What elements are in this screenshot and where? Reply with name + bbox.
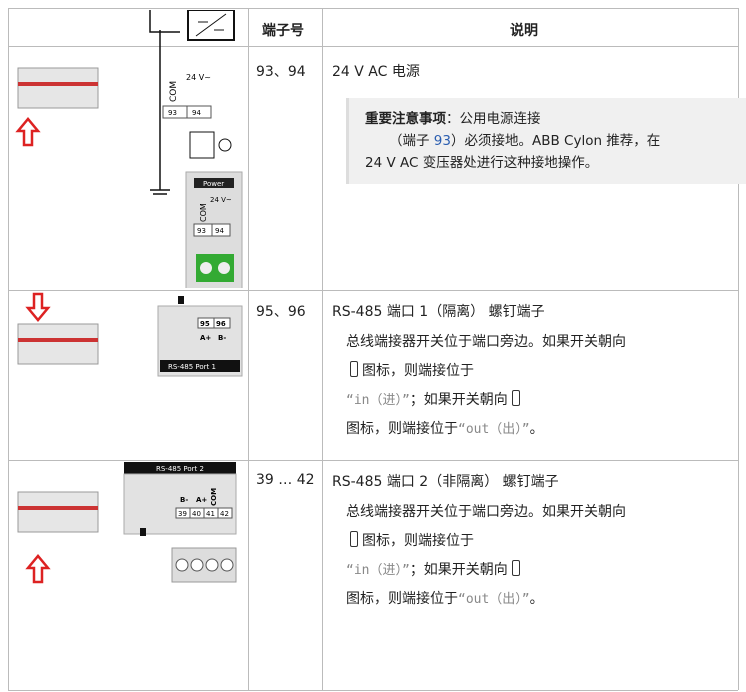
code: “in（进）” bbox=[346, 393, 410, 408]
diagram: COM 24 V~ 93 94 Power COM 24 V~ 93 94 bbox=[15, 10, 243, 288]
diagram-label: B- bbox=[218, 334, 226, 342]
icon bbox=[511, 390, 520, 406]
diagram-label: COM bbox=[210, 488, 218, 506]
rule bbox=[8, 8, 9, 690]
icon bbox=[350, 361, 358, 377]
diagram-label: 94 bbox=[192, 109, 201, 117]
diagram-label: 24 V~ bbox=[210, 196, 232, 204]
terminal: 95、96 bbox=[256, 304, 306, 320]
diagram-label: COM bbox=[199, 203, 208, 222]
diagram: 95 96 A+ B- RS-485 Port 1 bbox=[17, 292, 243, 377]
rule bbox=[8, 460, 738, 461]
note-text: 24 V AC 变压器处进行这种接地操作。 bbox=[365, 155, 599, 171]
icon bbox=[350, 531, 358, 547]
diagram-label: 40 bbox=[192, 510, 201, 518]
note-text: ）必须接地。ABB Cylon 推荐，在 bbox=[450, 133, 661, 149]
text: 总线端接器开关位于端口旁边。如果开关朝向 bbox=[346, 334, 626, 350]
code: “in（进）” bbox=[346, 563, 410, 578]
text: 。 bbox=[529, 591, 544, 607]
header-cell: 端子号 bbox=[262, 23, 304, 39]
diagram-label: RS-485 Port 2 bbox=[156, 465, 204, 473]
row-title: 24 V AC 电源 bbox=[332, 64, 420, 80]
text: 总线端接器开关位于端口旁边。如果开关朝向 bbox=[346, 504, 626, 520]
rule bbox=[8, 690, 738, 691]
diagram-label: 96 bbox=[216, 320, 226, 328]
note-label: 重要注意事项 bbox=[365, 111, 446, 127]
diagram-label: 93 bbox=[197, 227, 206, 235]
text: 图标，则端接位于 bbox=[362, 533, 474, 549]
rule bbox=[322, 8, 323, 690]
diagram-label: 93 bbox=[168, 109, 177, 117]
code: “out（出）” bbox=[458, 422, 530, 437]
text: 图标，则端接位于 bbox=[346, 421, 458, 437]
text: 图标，则端接位于 bbox=[362, 363, 474, 379]
rule bbox=[738, 8, 739, 690]
header-cell: 说明 bbox=[510, 23, 538, 39]
diagram-label: 42 bbox=[220, 510, 229, 518]
icon bbox=[511, 560, 520, 576]
row-title: RS-485 端口 2（非隔离） 螺钉端子 bbox=[332, 474, 559, 490]
rule bbox=[8, 46, 738, 47]
diagram-label: A+ bbox=[200, 334, 211, 342]
code: “out（出）” bbox=[458, 592, 530, 607]
diagram-label: 94 bbox=[215, 227, 224, 235]
note-text: （端子 bbox=[389, 133, 434, 149]
rule bbox=[8, 8, 738, 9]
rule bbox=[248, 8, 249, 690]
terminal: 93、94 bbox=[256, 64, 306, 80]
diagram-label: COM bbox=[169, 81, 179, 102]
rule bbox=[8, 290, 738, 291]
paragraph: 总线端接器开关位于端口旁边。如果开关朝向 图标，则端接位于 “in（进）”；如果… bbox=[346, 498, 736, 614]
paragraph: 总线端接器开关位于端口旁边。如果开关朝向 图标，则端接位于 “in（进）”；如果… bbox=[346, 328, 736, 444]
diagram-label: 39 bbox=[178, 510, 187, 518]
diagram-label: 95 bbox=[200, 320, 210, 328]
diagram-label: A+ bbox=[196, 496, 207, 504]
text: ；如果开关朝向 bbox=[409, 392, 508, 408]
note: 重要注意事项：公用电源连接 （端子 93）必须接地。ABB Cylon 推荐，在… bbox=[346, 98, 746, 184]
note-link[interactable]: 93 bbox=[433, 133, 451, 149]
diagram: RS-485 Port 2 B- A+ COM 39 40 41 42 bbox=[17, 462, 237, 584]
diagram-label: 41 bbox=[206, 510, 215, 518]
row-title: RS-485 端口 1（隔离） 螺钉端子 bbox=[332, 304, 545, 320]
diagram-label: RS-485 Port 1 bbox=[168, 363, 216, 371]
text: 图标，则端接位于 bbox=[346, 591, 458, 607]
terminal: 39 … 42 bbox=[256, 472, 315, 488]
diagram-label: B- bbox=[180, 496, 188, 504]
text: ；如果开关朝向 bbox=[409, 562, 508, 578]
diagram-label: 24 V~ bbox=[186, 73, 211, 82]
text: 。 bbox=[529, 421, 544, 437]
diagram-label: Power bbox=[203, 180, 224, 188]
note-text: ：公用电源连接 bbox=[446, 111, 541, 127]
